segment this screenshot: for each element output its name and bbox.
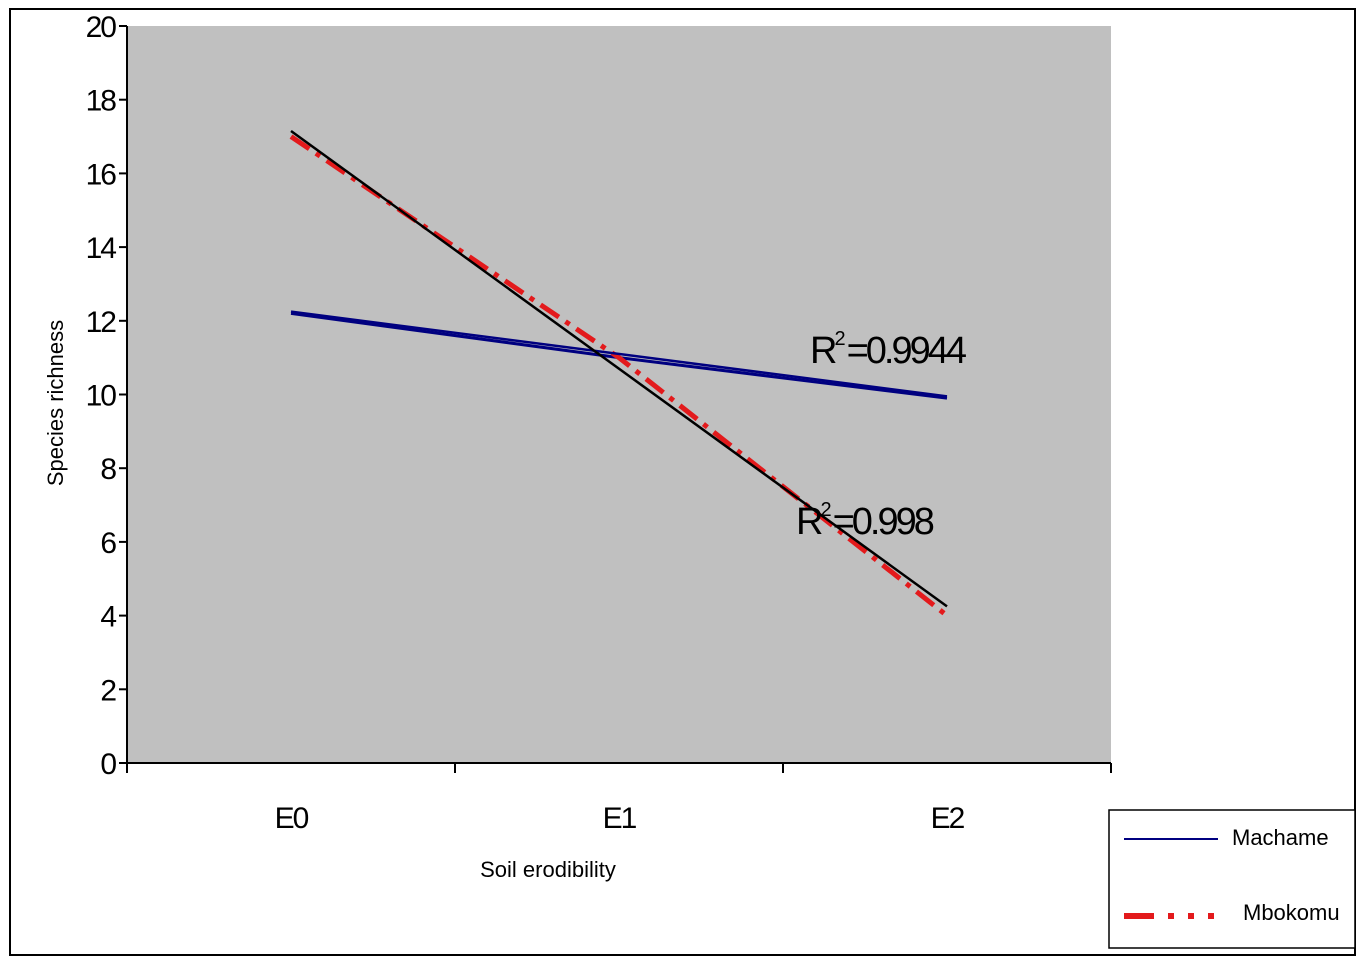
- y-tick-label: 14: [86, 232, 117, 265]
- r2-labels: R2 =0.9944 R2 =0.998: [796, 328, 970, 543]
- y-tick-label: 10: [86, 380, 117, 413]
- y-tick-label: 20: [86, 11, 117, 44]
- r2-label-mbokomu: R2 =0.998: [796, 499, 934, 543]
- plot-area: [127, 26, 1111, 763]
- y-tick-label: 12: [86, 306, 117, 339]
- r2-label-machame: R2 =0.9944: [810, 328, 967, 372]
- x-tick-label: E1: [603, 802, 637, 835]
- y-tick-label: 16: [86, 158, 117, 191]
- x-tick-label: E2: [931, 802, 965, 835]
- legend-label-mbokomu: Mbokomu: [1243, 900, 1340, 925]
- trendline-machame: [290, 310, 948, 398]
- y-tick-label: 4: [100, 601, 116, 634]
- trendline-mbokomu: [290, 130, 948, 608]
- legend: Machame Mbokomu: [1108, 809, 1356, 949]
- y-axis-title: Species richness: [43, 320, 68, 486]
- y-axis: 0 2 4 6 8 10 12 14 16 18 20: [86, 11, 128, 781]
- legend-label-machame: Machame: [1232, 825, 1329, 850]
- y-tick-label: 6: [100, 527, 116, 560]
- x-axis-title: Soil erodibility: [480, 857, 616, 882]
- y-tick-label: 18: [86, 85, 117, 118]
- x-axis: E0 E1 E2: [126, 762, 1112, 835]
- y-tick-label: 0: [100, 748, 116, 781]
- y-tick-label: 8: [100, 453, 116, 486]
- legend-box: [1108, 809, 1356, 949]
- trendline-layer: [290, 130, 948, 608]
- y-tick-label: 2: [100, 674, 116, 707]
- x-tick-label: E0: [275, 802, 309, 835]
